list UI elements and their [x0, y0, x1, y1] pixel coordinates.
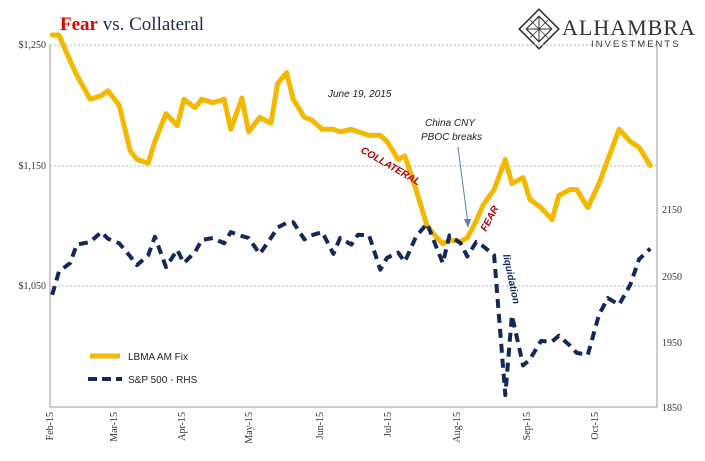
legend-label-lbma: LBMA AM Fix — [128, 352, 188, 363]
logo-diamond-icon — [518, 8, 560, 50]
series-line-lbma-am-fix — [49, 32, 653, 247]
annotations: June 19, 2015 China CNY PBOC breaks COLL… — [327, 89, 521, 305]
x-tick-label: Jun-15 — [315, 412, 326, 439]
title-rest-words: vs. Collateral — [98, 14, 204, 35]
logo-name: ALHAMBRA — [562, 15, 696, 40]
series-line-sp500 — [50, 220, 652, 398]
x-tick-label: Oct-15 — [590, 412, 601, 440]
annotation-arrow-icon — [457, 146, 471, 228]
legend-label-sp500: S&P 500 - RHS — [128, 375, 198, 386]
annotation-pboc-breaks: PBOC breaks — [421, 132, 482, 143]
x-tick-label: Apr-15 — [177, 412, 188, 441]
annotation-collateral: COLLATERAL — [359, 145, 423, 188]
x-tick-label: Feb-15 — [45, 412, 56, 440]
plot-area — [49, 44, 658, 408]
x-tick-label: Jul-15 — [383, 412, 394, 437]
right-tick-label: 1850 — [662, 403, 682, 414]
right-axis-ticks: 2150 2050 1950 1850 — [662, 205, 682, 414]
x-tick-label: Mar-15 — [109, 412, 120, 442]
x-tick-label: Sep-15 — [522, 412, 533, 440]
left-tick-label: $1,150 — [19, 161, 47, 172]
chart-title: Fear vs. Collateral — [60, 14, 204, 35]
alhambra-logo: ALHAMBRA INVESTMENTS — [518, 8, 696, 50]
left-tick-label: $1,250 — [19, 40, 47, 51]
x-tick-label: Aug-15 — [452, 412, 463, 443]
legend: LBMA AM Fix S&P 500 - RHS — [88, 352, 198, 386]
annotation-june-19: June 19, 2015 — [327, 89, 392, 100]
left-axis-ticks: $1,250 $1,150 $1,050 — [19, 40, 47, 292]
x-tick-label: May-15 — [244, 412, 255, 444]
right-tick-label: 2050 — [662, 272, 682, 283]
right-tick-label: 2150 — [662, 205, 682, 216]
left-tick-label: $1,050 — [19, 281, 47, 292]
title-fear-word: Fear — [60, 14, 99, 35]
right-tick-label: 1950 — [662, 338, 682, 349]
annotation-china-cny: China CNY — [425, 118, 476, 129]
x-axis-ticks: Feb-15 Mar-15 Apr-15 May-15 Jun-15 Jul-1… — [45, 412, 601, 444]
annotation-liquidation: liquidation — [500, 253, 521, 305]
